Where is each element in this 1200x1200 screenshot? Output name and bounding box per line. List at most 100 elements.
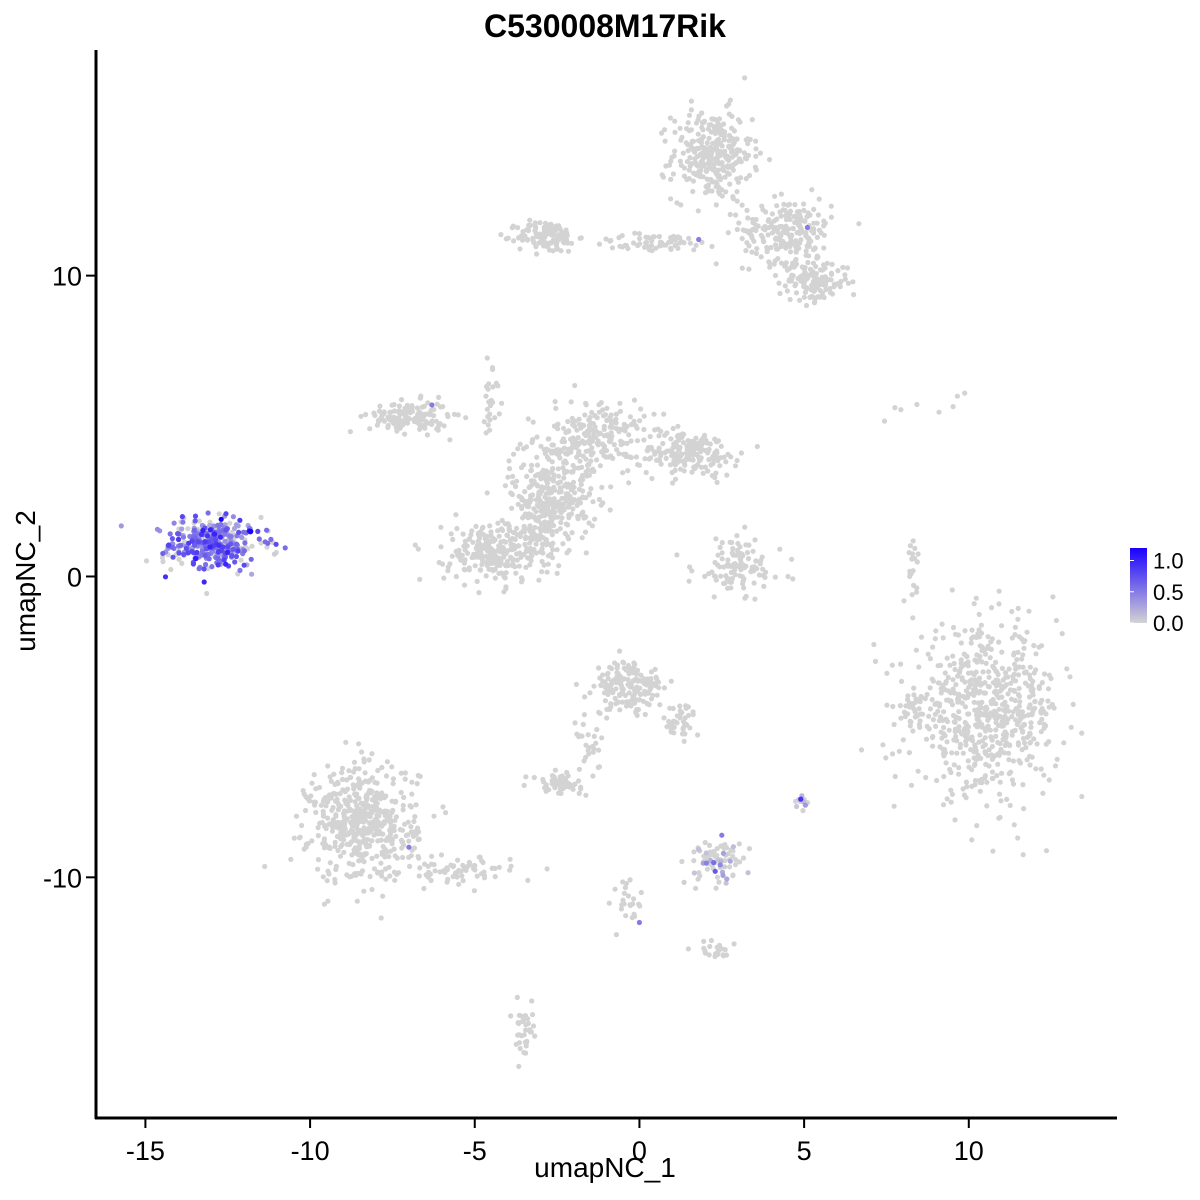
colorbar-label: 0.5 [1153, 580, 1184, 605]
data-point [604, 417, 610, 423]
data-point [668, 724, 674, 730]
data-point [617, 691, 623, 698]
data-point [997, 688, 1003, 694]
data-point [408, 824, 414, 830]
data-point [625, 676, 631, 683]
data-point [1022, 670, 1028, 676]
data-point [664, 448, 670, 454]
data-point [599, 735, 605, 741]
data-point [765, 232, 771, 238]
data-point [891, 721, 897, 728]
data-point [701, 945, 707, 951]
data-point [350, 782, 356, 788]
data-point [658, 450, 664, 456]
data-point [709, 116, 715, 122]
data-point [394, 855, 400, 861]
data-point [593, 434, 599, 440]
data-point [766, 157, 773, 163]
data-point [929, 676, 935, 682]
data-point [668, 158, 674, 164]
data-point [924, 691, 930, 698]
data-point [942, 687, 948, 693]
data-point [980, 669, 986, 675]
data-point [974, 652, 980, 658]
data-point [806, 253, 812, 259]
data-point [686, 112, 693, 118]
data-point [378, 860, 384, 866]
data-point [553, 447, 560, 453]
data-point [386, 853, 392, 860]
data-point [510, 451, 517, 457]
data-point [1023, 744, 1029, 751]
data-point [677, 708, 683, 714]
data-point [212, 531, 218, 537]
data-point [201, 579, 207, 585]
data-point [180, 534, 187, 540]
data-point [628, 666, 634, 672]
data-point [575, 499, 581, 505]
data-point [531, 514, 537, 520]
data-point [570, 782, 576, 788]
data-point [725, 451, 731, 457]
data-point [804, 224, 811, 231]
data-point [631, 896, 637, 902]
data-point [556, 563, 562, 569]
data-point [225, 549, 231, 556]
data-point [788, 275, 794, 281]
data-point [544, 454, 551, 460]
data-point [233, 541, 240, 547]
data-point [529, 1012, 536, 1018]
data-point [675, 423, 681, 429]
data-point [356, 766, 362, 772]
data-point [441, 423, 447, 429]
data-point [641, 681, 648, 687]
data-point [687, 725, 693, 731]
data-point [1064, 666, 1070, 672]
data-point [940, 682, 946, 689]
data-point [576, 790, 582, 797]
data-point [671, 153, 677, 159]
data-point [560, 541, 566, 547]
data-point [814, 253, 820, 259]
data-point [361, 756, 367, 762]
data-point [488, 546, 494, 552]
data-point [958, 665, 964, 671]
data-point [758, 254, 764, 260]
data-point [1020, 782, 1026, 788]
data-point [570, 479, 577, 485]
data-point [782, 283, 788, 289]
data-point [1009, 714, 1015, 720]
data-point [641, 437, 647, 443]
data-point [712, 130, 718, 136]
data-point [801, 294, 807, 300]
data-point [227, 533, 233, 539]
data-point [743, 593, 749, 600]
data-point [349, 839, 355, 845]
data-point [533, 244, 539, 250]
data-point [729, 576, 735, 582]
data-point [689, 568, 695, 574]
data-point [1016, 758, 1022, 764]
data-point [499, 517, 505, 524]
data-point [936, 409, 942, 415]
data-point [614, 447, 620, 453]
data-point [320, 798, 326, 804]
data-point [1030, 689, 1036, 696]
data-point [952, 690, 958, 696]
data-point [572, 720, 578, 726]
data-point [330, 804, 336, 811]
data-point [490, 399, 496, 405]
data-point [1041, 772, 1047, 778]
data-point [255, 528, 261, 535]
data-point [957, 744, 963, 751]
data-point [574, 427, 580, 433]
data-point [610, 455, 616, 461]
data-point [962, 390, 968, 396]
data-point [741, 150, 748, 156]
data-point [628, 438, 634, 444]
data-point [689, 469, 695, 475]
data-point [996, 588, 1002, 594]
data-point [736, 841, 742, 847]
data-point [828, 203, 834, 209]
data-point [393, 833, 399, 839]
